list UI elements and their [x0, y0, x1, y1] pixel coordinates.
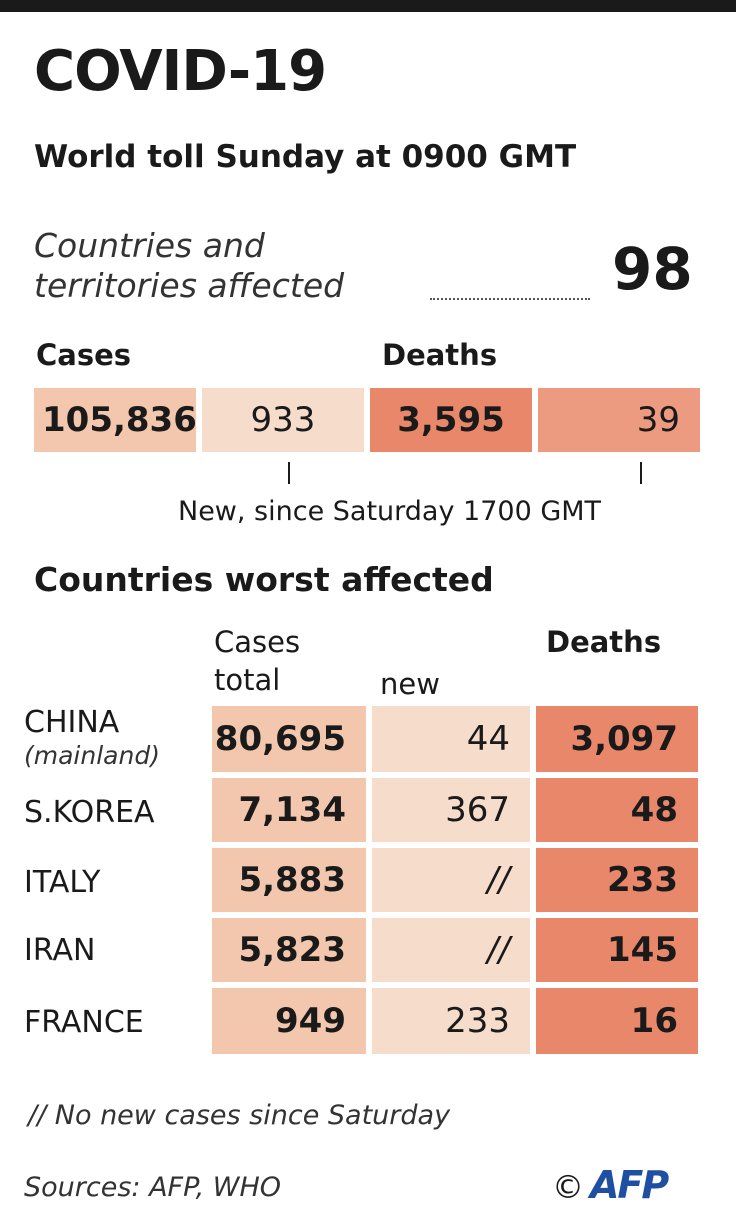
row-country-name: FRANCE [24, 1005, 144, 1040]
row-cases-new: 44 [372, 706, 530, 772]
new-cases-tick [288, 462, 290, 484]
countries-affected-label-line1: Countries and [34, 226, 265, 265]
row-country-note: (mainland) [24, 741, 160, 770]
footnote: // No new cases since Saturday [28, 1100, 451, 1131]
chart-subtitle: World toll Sunday at 0900 GMT [34, 139, 577, 175]
col-deaths-header: Deaths [546, 625, 662, 659]
world-deaths-total-cell: 3,595 [370, 388, 532, 452]
top-rule [0, 0, 736, 12]
countries-section-title: Countries worst affected [34, 560, 494, 599]
afp-logo: AFP [590, 1163, 669, 1207]
col-new-header: new [380, 667, 440, 701]
sources: Sources: AFP, WHO [24, 1172, 282, 1203]
row-cases-total: 5,823 [212, 918, 366, 982]
copyright-symbol: © [552, 1168, 584, 1206]
row-cases-new: // [372, 848, 530, 912]
countries-affected-value: 98 [612, 235, 693, 303]
dotted-leader [430, 298, 590, 300]
row-cases-total: 7,134 [212, 778, 366, 842]
countries-affected-label-line2: territories affected [34, 265, 345, 305]
row-country-name: S.KOREA [24, 795, 155, 830]
countries-affected-label: Countries and territories affected [34, 226, 344, 305]
row-cases-total: 949 [212, 988, 366, 1054]
row-cases-new: 233 [372, 988, 530, 1054]
row-country-name: IRAN [24, 933, 96, 968]
row-deaths: 16 [536, 988, 698, 1054]
col-total-header: total [214, 663, 281, 697]
row-country-name: CHINA [24, 705, 120, 740]
chart-title: COVID-19 [34, 39, 327, 104]
new-since-note: New, since Saturday 1700 GMT [178, 496, 602, 527]
world-cases-total-cell: 105,836 [34, 388, 197, 452]
row-deaths: 145 [536, 918, 698, 982]
world-deaths-header: Deaths [382, 338, 498, 372]
col-cases-header: Cases [214, 625, 301, 659]
world-cases-new-cell: 933 [202, 388, 364, 452]
row-deaths: 3,097 [536, 706, 698, 772]
world-cases-header: Cases [36, 338, 132, 372]
row-deaths: 233 [536, 848, 698, 912]
row-deaths: 48 [536, 778, 698, 842]
row-cases-total: 5,883 [212, 848, 366, 912]
world-deaths-new-cell: 39 [538, 388, 700, 452]
row-cases-new: // [372, 918, 530, 982]
row-cases-total: 80,695 [212, 706, 366, 772]
row-country-name: ITALY [24, 865, 101, 900]
new-deaths-tick [640, 462, 642, 484]
row-cases-new: 367 [372, 778, 530, 842]
